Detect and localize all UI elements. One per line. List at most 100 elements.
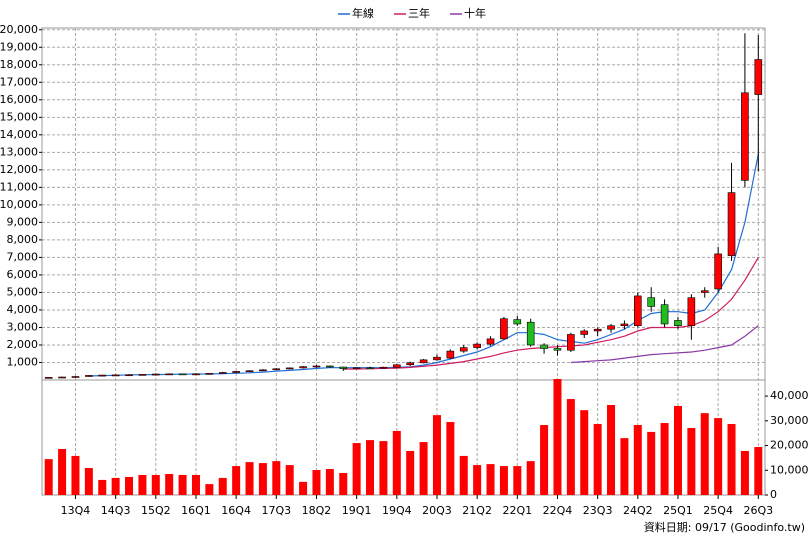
y-tick-label: 2,000 xyxy=(7,338,39,351)
volume-bar xyxy=(540,425,549,495)
candle-body xyxy=(366,367,374,370)
candle-body xyxy=(165,373,173,376)
candle-body xyxy=(700,290,709,293)
volume-bar xyxy=(660,423,669,495)
volume-bar xyxy=(714,418,723,495)
volume-bar xyxy=(633,425,642,495)
volume-frame xyxy=(41,379,766,496)
candle-body xyxy=(178,373,187,376)
candle-body xyxy=(339,366,348,369)
x-tick-label: 24Q2 xyxy=(623,504,653,517)
volume-bar xyxy=(232,466,241,495)
y-tick-label: 9,000 xyxy=(7,215,39,228)
candle-body xyxy=(647,297,655,307)
candle-body xyxy=(446,350,455,359)
candle-body xyxy=(500,318,508,340)
candle-body xyxy=(352,367,361,370)
volume-bar xyxy=(673,405,682,495)
volume-bar xyxy=(44,459,53,495)
volume-bar xyxy=(71,455,80,495)
candle-body xyxy=(312,365,321,368)
volume-bar xyxy=(191,474,200,495)
candle-body xyxy=(152,373,160,376)
volume-bar xyxy=(473,465,482,495)
candle-body xyxy=(285,367,294,370)
volume-bar xyxy=(486,464,495,495)
x-tick-label: 26Q3 xyxy=(743,504,773,517)
candle-body xyxy=(138,374,147,376)
candle-body xyxy=(593,328,602,332)
y-tick-label: 6,000 xyxy=(7,268,39,281)
candle-body xyxy=(232,371,240,373)
x-tick-label: 16Q4 xyxy=(221,504,251,517)
x-tick-label: 25Q4 xyxy=(703,504,733,517)
candle-body xyxy=(634,295,642,327)
x-tick-label: 16Q1 xyxy=(181,504,211,517)
x-tick-label: 20Q3 xyxy=(422,504,452,517)
volume-bar xyxy=(419,442,428,495)
candle-body xyxy=(85,375,93,377)
volume-bar xyxy=(392,430,401,495)
candle-body xyxy=(754,59,763,95)
legend-label: 年線 xyxy=(352,6,374,20)
x-tick-label: 25Q1 xyxy=(663,504,693,517)
volume-bar xyxy=(740,450,749,495)
volume-bar xyxy=(580,410,589,495)
x-tick-label: 13Q4 xyxy=(61,504,91,517)
volume-bar xyxy=(432,415,441,495)
y-tick-label: 1,000 xyxy=(7,355,39,368)
candle-body xyxy=(71,376,80,378)
candle-body xyxy=(58,376,66,379)
volume-bar xyxy=(566,399,575,495)
candle-body xyxy=(98,374,107,377)
candle-body xyxy=(406,362,414,366)
candle-body xyxy=(620,323,629,327)
candle-body xyxy=(379,366,388,369)
candle-body xyxy=(245,370,254,373)
volume-bar xyxy=(245,462,254,495)
volume-bar xyxy=(339,472,348,495)
candle-body xyxy=(513,319,522,325)
y-tick-label: 17,000 xyxy=(0,75,38,88)
volume-bar xyxy=(98,479,107,495)
candle-body xyxy=(660,304,669,325)
x-tick-label: 21Q2 xyxy=(462,504,492,517)
y-tick-label: 4,000 xyxy=(7,303,39,316)
x-tick-label: 14Q3 xyxy=(101,504,131,517)
volume-bar xyxy=(125,476,134,495)
candle-body xyxy=(111,374,120,377)
candle-body xyxy=(192,373,200,376)
y-tick-label: 14,000 xyxy=(0,128,38,141)
y-tick-label: 20,000 xyxy=(0,23,38,36)
volume-bar xyxy=(513,466,522,495)
y-tick-label: 13,000 xyxy=(0,145,38,158)
candle-body xyxy=(259,369,267,372)
source-note: 資料日期: 09/17 (Goodinfo.tw) xyxy=(644,520,805,534)
y-tick-label: 10,000 xyxy=(0,198,38,211)
volume-bar xyxy=(258,463,267,495)
candle-body xyxy=(473,343,481,348)
y2-tick-label: 0 xyxy=(770,488,777,501)
y2-tick-label: 20,000 xyxy=(770,439,808,452)
volume-bar xyxy=(499,466,508,495)
volume-bar xyxy=(366,440,375,495)
candle-body xyxy=(125,374,133,377)
x-tick-label: 15Q2 xyxy=(141,504,171,517)
y-tick-label: 5,000 xyxy=(7,285,39,298)
x-tick-label: 23Q3 xyxy=(583,504,613,517)
ma-line xyxy=(88,153,759,377)
legend-label: 十年 xyxy=(464,6,486,20)
volume-bar xyxy=(379,441,388,495)
x-tick-label: 17Q3 xyxy=(261,504,291,517)
candle-body xyxy=(741,92,749,181)
volume-bar xyxy=(111,477,120,495)
y-tick-label: 11,000 xyxy=(0,180,38,193)
volume-bar xyxy=(352,443,361,495)
candle-body xyxy=(419,359,428,364)
volume-bar xyxy=(754,447,763,495)
volume-bar xyxy=(84,468,93,495)
y-tick-label: 15,000 xyxy=(0,110,38,123)
candle-body xyxy=(326,365,334,368)
y-tick-label: 16,000 xyxy=(0,93,38,106)
